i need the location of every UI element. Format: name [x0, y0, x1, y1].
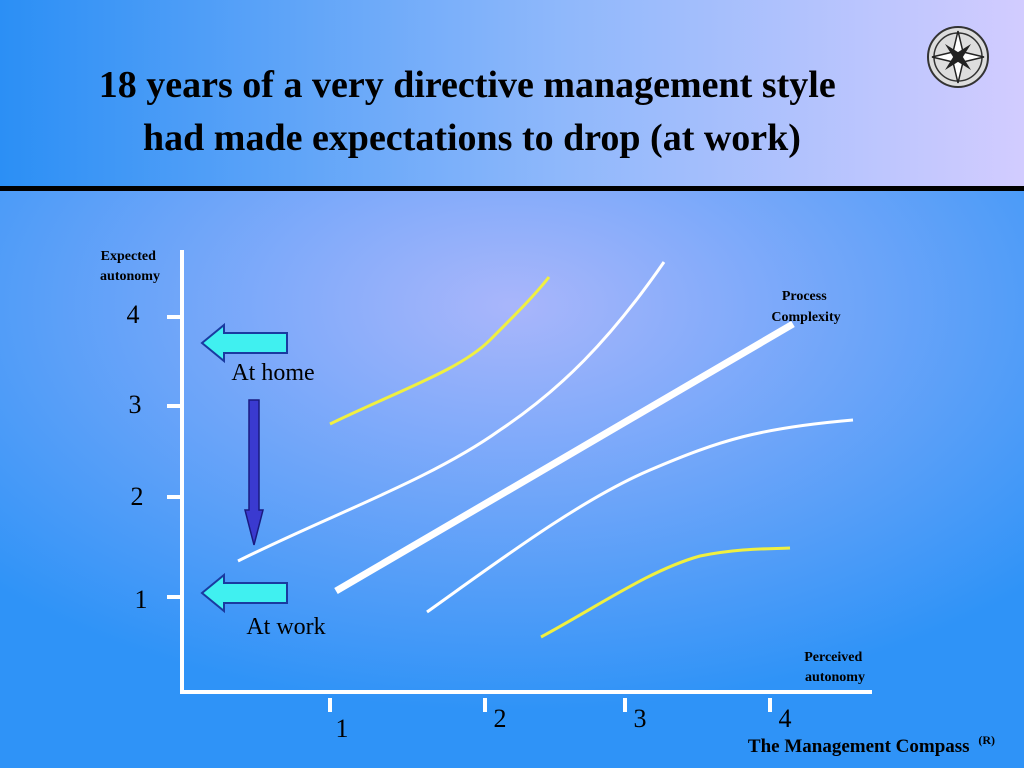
y-tick-label: 1: [135, 585, 148, 614]
curve-yellow-bottom: [540, 546, 791, 639]
arrow-work: [200, 572, 288, 614]
curve-white-lower: [426, 418, 854, 614]
ticks: 4 3 2 1 1 2 3 4: [127, 300, 792, 743]
process-complexity-line: [334, 320, 795, 595]
y-tick-label: 2: [131, 482, 144, 511]
footer-text: The Management Compass: [748, 736, 970, 757]
label-line: Complexity: [771, 310, 840, 325]
y-axis-label: Expected autonomy: [100, 249, 160, 284]
curve-yellow-top: [329, 276, 551, 426]
footer: The Management Compass (R): [748, 733, 995, 757]
x-tick-label: 4: [779, 704, 792, 733]
x-tick-label: 1: [336, 714, 349, 743]
title-line: had made expectations to drop (at work): [143, 117, 801, 159]
body-bg: [0, 190, 1024, 768]
title-line: 18 years of a very directive management …: [99, 64, 836, 106]
curve-white-upper: [237, 261, 666, 563]
process-complexity-label: Process Complexity: [771, 289, 840, 325]
arrow-home: [200, 322, 288, 364]
header-bg: [0, 0, 1024, 190]
at-work-label: At work: [246, 614, 325, 640]
compass-logo: [927, 26, 989, 88]
y-tick-label: 3: [129, 390, 142, 419]
title: 18 years of a very directive management …: [99, 64, 845, 159]
label-line: Perceived: [804, 650, 862, 665]
label-line: autonomy: [100, 269, 160, 284]
y-tick-label: 4: [127, 300, 140, 329]
label-line: Expected: [101, 249, 156, 264]
footer-superscript: (R): [978, 733, 995, 747]
arrow-down: [244, 399, 264, 546]
x-tick-label: 3: [634, 704, 647, 733]
at-home-label: At home: [231, 360, 314, 386]
label-line: autonomy: [805, 670, 865, 685]
x-axis-label: Perceived autonomy: [804, 650, 866, 685]
label-line: Process: [782, 289, 827, 304]
x-tick-label: 2: [494, 704, 507, 733]
header-rule: [0, 186, 1024, 191]
